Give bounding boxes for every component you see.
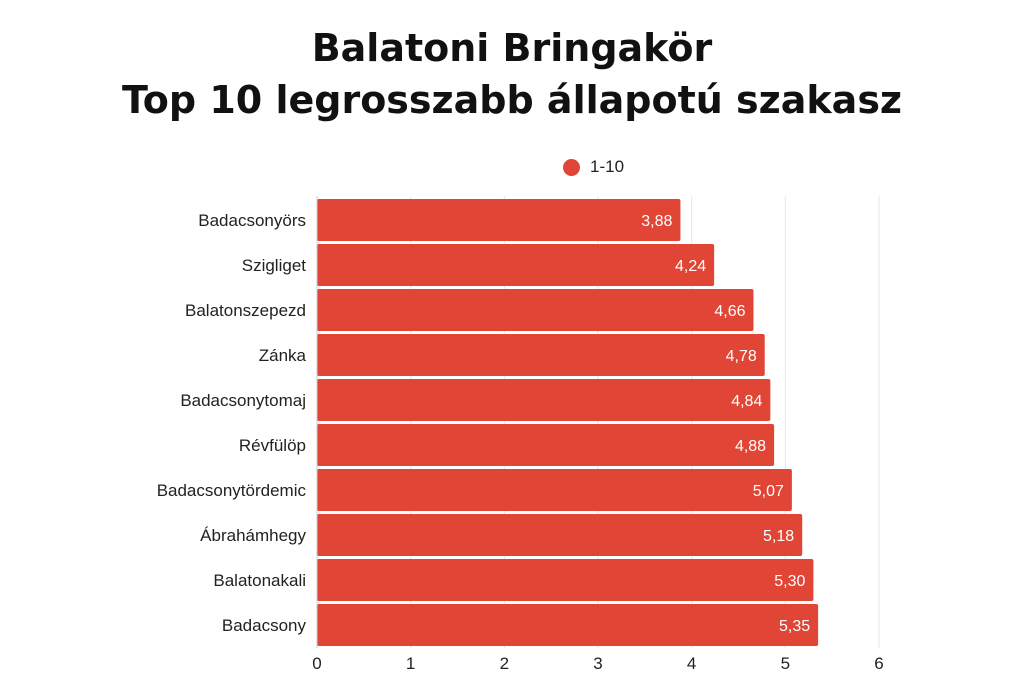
value-label-5: 4,88 bbox=[735, 438, 766, 455]
value-label-8: 5,30 bbox=[774, 573, 805, 590]
value-label-3: 4,78 bbox=[726, 348, 757, 365]
bar-2 bbox=[317, 289, 754, 331]
category-label-1: Szigliget bbox=[242, 256, 307, 275]
bar-4 bbox=[317, 379, 771, 421]
category-label-5: Révfülöp bbox=[239, 436, 306, 455]
bar-1 bbox=[317, 244, 715, 286]
chart-legend: 1-10 bbox=[563, 157, 624, 177]
x-tick-label-4: 4 bbox=[687, 654, 696, 673]
bar-7 bbox=[317, 514, 803, 556]
value-label-4: 4,84 bbox=[731, 393, 762, 410]
bar-8 bbox=[317, 559, 814, 601]
category-label-6: Badacsonytördemic bbox=[157, 481, 307, 500]
chart-title-line-1: Balatoni Bringakör bbox=[311, 26, 713, 70]
bar-3 bbox=[317, 334, 765, 376]
x-tick-label-0: 0 bbox=[312, 654, 321, 673]
x-tick-label-6: 6 bbox=[874, 654, 883, 673]
value-label-7: 5,18 bbox=[763, 528, 794, 545]
category-label-8: Balatonakali bbox=[213, 571, 306, 590]
legend-label: 1-10 bbox=[590, 157, 625, 176]
value-label-0: 3,88 bbox=[641, 213, 672, 230]
bar-5 bbox=[317, 424, 775, 466]
bar-6 bbox=[317, 469, 792, 511]
value-label-6: 5,07 bbox=[753, 483, 784, 500]
x-tick-label-3: 3 bbox=[593, 654, 602, 673]
x-tick-label-2: 2 bbox=[500, 654, 509, 673]
value-label-2: 4,66 bbox=[714, 303, 745, 320]
chart-title: Balatoni Bringakör Top 10 legrosszabb ál… bbox=[0, 22, 1024, 126]
value-label-9: 5,35 bbox=[779, 618, 810, 635]
chart-title-line-2: Top 10 legrosszabb állapotú szakasz bbox=[121, 78, 903, 122]
category-label-0: Badacsonyörs bbox=[198, 211, 306, 230]
category-label-7: Ábrahámhegy bbox=[200, 526, 306, 545]
value-label-1: 4,24 bbox=[675, 258, 706, 275]
legend-marker bbox=[563, 158, 580, 176]
category-label-9: Badacsony bbox=[222, 616, 307, 635]
bar-9 bbox=[317, 604, 819, 646]
category-label-3: Zánka bbox=[259, 346, 307, 365]
x-tick-label-1: 1 bbox=[406, 654, 415, 673]
category-label-2: Balatonszepezd bbox=[185, 301, 306, 320]
bar-0 bbox=[317, 199, 681, 241]
category-label-4: Badacsonytomaj bbox=[180, 391, 306, 410]
x-tick-label-5: 5 bbox=[781, 654, 790, 673]
